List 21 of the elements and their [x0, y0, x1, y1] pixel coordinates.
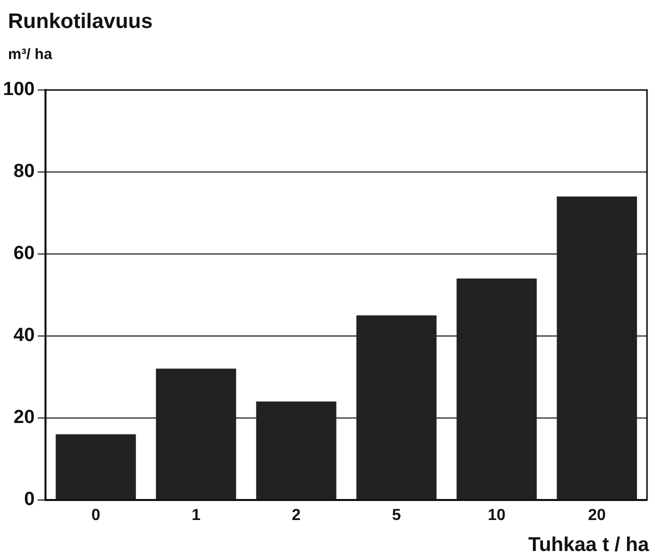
x-axis-title: Tuhkaa t / ha	[528, 534, 649, 557]
bar	[456, 278, 537, 500]
y-tick-label: 100	[3, 79, 35, 100]
y-axis-title: m³/ ha	[8, 46, 52, 63]
bar	[256, 401, 336, 500]
y-tick-label: 20	[14, 407, 35, 428]
bar	[356, 315, 437, 500]
bar	[56, 434, 136, 500]
y-tick-label: 80	[14, 161, 35, 182]
x-tick-label: 5	[392, 506, 402, 524]
y-tick-label: 60	[14, 243, 35, 264]
x-tick-label: 1	[192, 506, 201, 524]
bar	[556, 196, 637, 500]
x-tick-label: 0	[91, 506, 100, 524]
chart-title: Runkotilavuus	[8, 10, 153, 34]
y-tick-label: 40	[14, 325, 35, 346]
x-tick-label: 2	[292, 506, 301, 524]
y-tick-label: 0	[24, 489, 35, 510]
x-tick-label: 10	[488, 506, 506, 524]
x-tick-label: 20	[588, 506, 606, 524]
bar	[156, 368, 236, 500]
